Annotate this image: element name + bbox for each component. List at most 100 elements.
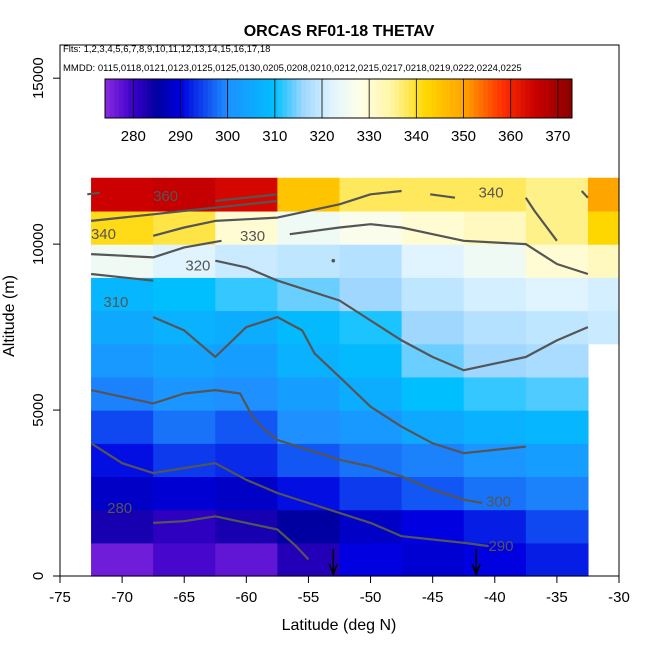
contour-line (289, 223, 589, 276)
colorbar-segment (165, 79, 171, 118)
heatmap-cell (587, 310, 620, 345)
contour-line (90, 272, 154, 282)
y-axis-ticks: 0 5000 10000 15000 (30, 57, 60, 580)
colorbar-segment (506, 79, 512, 118)
contour-line (215, 259, 589, 372)
colorbar-segment (417, 79, 424, 118)
heatmap-cell (91, 410, 154, 444)
heatmap-cell (339, 542, 403, 577)
colorbar-segment (543, 79, 550, 118)
heatmap-cell (525, 443, 589, 478)
colorbar-segment (137, 79, 143, 118)
contour-line (90, 199, 278, 222)
contour-lines (87, 189, 589, 561)
marker-arrow-head (471, 563, 481, 577)
x-tick-label: -35 (546, 589, 568, 606)
heatmap-cell (401, 376, 465, 411)
colorbar-segment (315, 79, 321, 118)
heatmap-cell (153, 177, 216, 212)
colorbar-segment (287, 79, 293, 118)
heatmap-cell (153, 476, 216, 511)
colorbar-segment (310, 79, 316, 118)
colorbar-segment (343, 79, 349, 118)
heatmap-cell (525, 310, 589, 345)
heatmap-cell (339, 410, 403, 444)
colorbar-segment (436, 79, 442, 118)
colorbar-segment (263, 79, 269, 118)
colorbar-segment (385, 79, 391, 118)
heatmap-cell (463, 476, 527, 511)
contour-line (90, 442, 489, 548)
heatmap-cell (339, 476, 403, 511)
colorbar-segment (147, 79, 153, 118)
colorbar-segment (403, 79, 410, 118)
colorbar-tick-label: 320 (309, 128, 334, 145)
colorbar-segment (539, 79, 545, 118)
heatmap-cell (277, 277, 341, 312)
heatmap-cell (339, 277, 403, 312)
colorbar-segment (408, 79, 414, 118)
contour-line (430, 193, 456, 199)
colorbar-segment (497, 79, 503, 118)
heatmap-cell (91, 310, 154, 345)
colorbar-segment (291, 79, 297, 118)
plot-border (59, 44, 620, 577)
x-axis-label: Latitude (deg N) (282, 617, 397, 634)
colorbar-segment (128, 79, 134, 118)
heatmap-cell (277, 244, 341, 278)
colorbar-segment (548, 79, 554, 118)
contour-label: 280 (107, 500, 132, 517)
heatmap-cell (525, 343, 589, 378)
colorbar-segment (268, 79, 274, 118)
heatmap-cell (277, 410, 341, 444)
heatmap-cell (525, 410, 589, 444)
heatmap-cell (401, 509, 465, 544)
contour-label: 320 (185, 258, 210, 275)
heatmap-cell (277, 476, 341, 511)
heatmap-cell (91, 177, 154, 212)
contour-line (152, 189, 402, 237)
heatmap-cell (153, 542, 216, 577)
colorbar-segment (198, 79, 204, 118)
heatmap-cell (153, 410, 216, 444)
heatmap-cell (277, 443, 341, 478)
colorbar-segment (515, 79, 522, 118)
colorbar-segment (245, 79, 251, 118)
colorbar-segment (473, 79, 480, 118)
contour-label: 330 (240, 228, 265, 245)
colorbar-segment (478, 79, 484, 118)
heatmap-cells (91, 177, 620, 577)
colorbar-segment (193, 79, 199, 118)
colorbar-segment (123, 79, 129, 118)
heatmap-cell (587, 177, 620, 212)
heatmap-cell (339, 244, 403, 278)
contour-line (90, 389, 483, 505)
colorbar-segment (319, 79, 325, 118)
heatmap-cell (401, 410, 465, 444)
plot-frame (59, 44, 620, 577)
colorbar-tick-label: 310 (262, 128, 287, 145)
y-tick-label: 0 (30, 572, 47, 580)
y-tick-label: 10000 (30, 223, 47, 265)
colorbar-segment (207, 79, 213, 118)
x-tick-label: -30 (608, 589, 630, 606)
x-tick-label: -75 (49, 589, 71, 606)
colorbar-segment (240, 79, 246, 118)
colorbar-segment (347, 79, 354, 118)
colorbar-tick-label: 370 (545, 128, 570, 145)
x-tick-label: -60 (235, 589, 257, 606)
colorbar-segment (221, 79, 227, 118)
colorbar-segment (422, 79, 428, 118)
y-tick-label: 15000 (30, 57, 47, 99)
colorbar-segment (259, 79, 265, 118)
colorbar-segment (562, 79, 568, 118)
heatmap-cell (463, 210, 527, 245)
x-tick-label: -45 (422, 589, 444, 606)
colorbar-tick-label: 290 (168, 128, 193, 145)
heatmap-cell (91, 277, 154, 312)
colorbar-segment (329, 79, 335, 118)
heatmap-cell (463, 177, 527, 212)
heatmap-cell (339, 210, 403, 245)
heatmap-cell (277, 310, 341, 345)
colorbar-segment (445, 79, 452, 118)
